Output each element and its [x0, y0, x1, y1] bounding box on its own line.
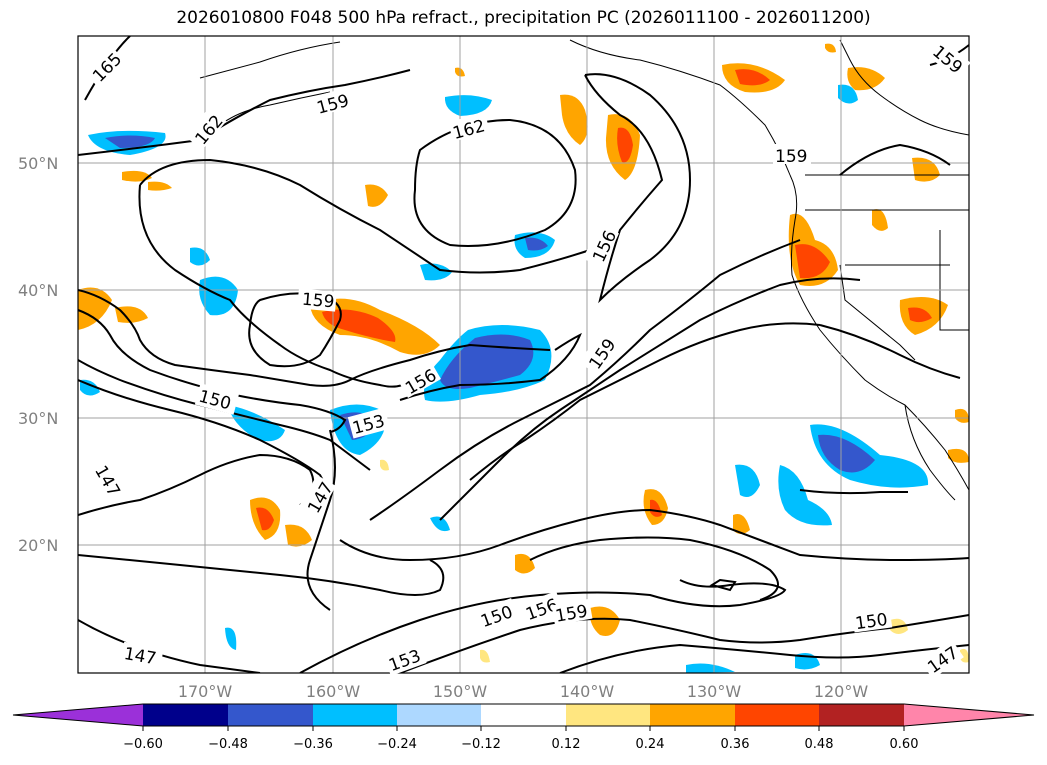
- colorbar-segment: [819, 704, 904, 726]
- colorbar-extend-max: [904, 704, 1034, 726]
- colorbar-segment: [566, 704, 650, 726]
- contour-label: 159: [775, 147, 807, 167]
- colorbar-tick-label: 0.12: [552, 737, 581, 752]
- colorbar-tick-label: 0.36: [721, 737, 750, 752]
- colorbar-segment: [143, 704, 228, 726]
- precip-shading: [78, 43, 969, 673]
- colorbar-tick-label: −0.12: [461, 737, 501, 752]
- contour-label: 153: [386, 646, 423, 676]
- colorbar-segment: [735, 704, 819, 726]
- lon-label: 170°W: [178, 682, 233, 701]
- longitude-labels: 170°W 160°W 150°W 140°W 130°W 120°W: [178, 682, 869, 701]
- contour-label: 150: [854, 610, 889, 634]
- colorbar-tick-label: 0.60: [890, 737, 919, 752]
- map-frame: [77, 35, 970, 674]
- lat-label: 20°N: [18, 536, 58, 555]
- colorbar-tick-label: −0.24: [377, 737, 417, 752]
- colorbar-segment: [313, 704, 397, 726]
- colorbar-tick-label: 0.48: [805, 737, 834, 752]
- colorbar-extend-min: [13, 704, 143, 726]
- lon-label: 130°W: [687, 682, 742, 701]
- map-title: 2026010800 F048 500 hPa refract., precip…: [176, 8, 871, 28]
- contour-label: 159: [554, 601, 589, 626]
- colorbar-segment: [481, 704, 566, 726]
- lat-label: 50°N: [18, 154, 58, 173]
- contour-label: 147: [122, 644, 157, 669]
- colorbar-tick-label: 0.24: [636, 737, 665, 752]
- lon-label: 140°W: [560, 682, 615, 701]
- colorbar-segment: [397, 704, 481, 726]
- colorbar-segment: [228, 704, 313, 726]
- colorbar: −0.60 −0.48 −0.36 −0.24 −0.12 0.12 0.24 …: [12, 703, 1035, 752]
- lon-label: 160°W: [306, 682, 361, 701]
- lon-label: 150°W: [433, 682, 488, 701]
- contour-label: 150: [478, 602, 515, 632]
- colorbar-ticks: [142, 726, 905, 731]
- colorbar-tick-label: −0.36: [293, 737, 333, 752]
- colorbar-tick-label: −0.60: [123, 737, 163, 752]
- coastlines: [199, 39, 969, 501]
- lon-label: 120°W: [814, 682, 869, 701]
- colorbar-tick-label: −0.48: [208, 737, 248, 752]
- latitude-labels: 50°N 40°N 30°N 20°N: [18, 154, 58, 555]
- lat-label: 30°N: [18, 409, 58, 428]
- contour-label: 159: [301, 290, 335, 313]
- lat-label: 40°N: [18, 281, 58, 300]
- colorbar-segment: [650, 704, 735, 726]
